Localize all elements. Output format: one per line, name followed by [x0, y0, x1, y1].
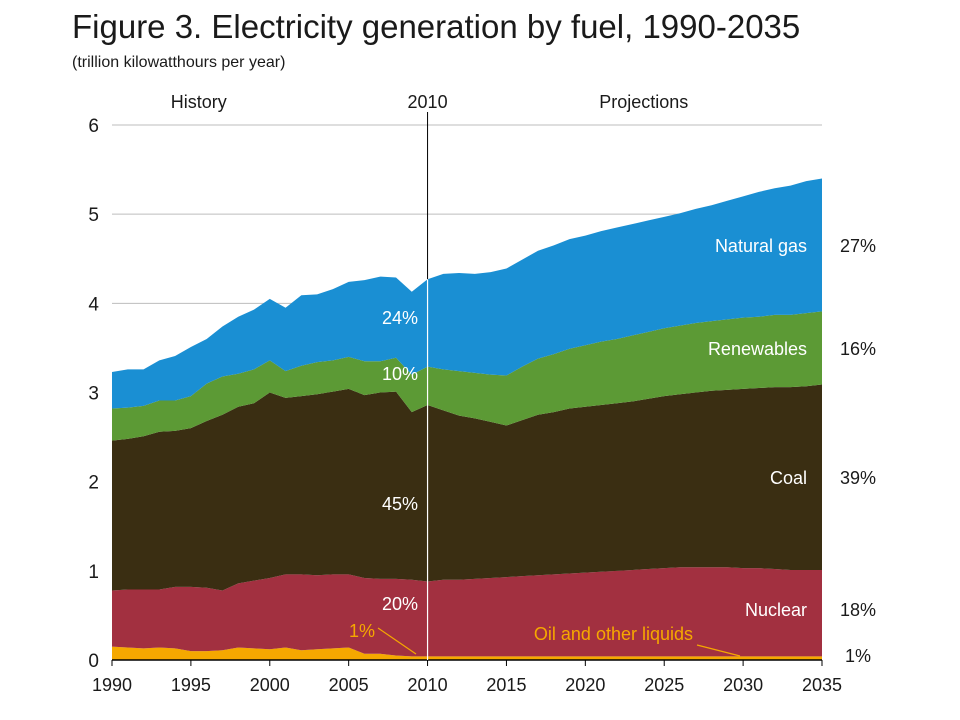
area-oil-and-other-liquids — [112, 646, 822, 660]
area-renewables — [112, 311, 822, 441]
y-tick-label: 0 — [88, 651, 99, 672]
y-tick-label: 3 — [88, 384, 99, 405]
mid-share-label: 20% — [382, 594, 418, 614]
end-share-label: 39% — [840, 468, 876, 488]
oil-leader-line — [696, 644, 741, 657]
series-label: Oil and other liquids — [534, 624, 693, 644]
history-label: History — [171, 92, 227, 112]
series-label: Natural gas — [715, 236, 807, 256]
x-tick-label: 2035 — [802, 675, 842, 695]
series-label: Renewables — [708, 339, 807, 359]
page-title: Figure 3. Electricity generation by fuel… — [72, 8, 801, 45]
mid-share-label: 1% — [349, 621, 375, 641]
area-nuclear — [112, 567, 822, 657]
y-tick-label: 6 — [88, 116, 99, 137]
x-tick-label: 2005 — [329, 675, 369, 695]
area-coal — [112, 384, 822, 591]
y-tick-label: 1 — [88, 562, 99, 583]
x-tick-label: 2015 — [486, 675, 526, 695]
series-label: Nuclear — [745, 600, 807, 620]
x-tick-label: 2000 — [250, 675, 290, 695]
x-tick-label: 2025 — [644, 675, 684, 695]
projections-label: Projections — [599, 92, 688, 112]
area-natural-gas — [112, 178, 822, 409]
end-share-label: 18% — [840, 600, 876, 620]
page-subtitle: (trillion kilowatthours per year) — [72, 54, 286, 71]
end-share-label: 27% — [840, 236, 876, 256]
y-tick-label: 4 — [88, 294, 99, 315]
mid-share-label: 24% — [382, 308, 418, 328]
divider-label: 2010 — [408, 92, 448, 112]
mid-share-label: 10% — [382, 364, 418, 384]
x-tick-label: 1995 — [171, 675, 211, 695]
y-tick-label: 5 — [88, 205, 99, 226]
x-tick-label: 2020 — [565, 675, 605, 695]
x-tick-label: 2010 — [408, 675, 448, 695]
series-label: Coal — [770, 468, 807, 488]
x-tick-label: 1990 — [92, 675, 132, 695]
mid-share-label: 45% — [382, 494, 418, 514]
end-share-label: 1% — [845, 646, 871, 666]
oil-mid-leader-line — [377, 627, 417, 655]
end-share-label: 16% — [840, 339, 876, 359]
x-tick-label: 2030 — [723, 675, 763, 695]
y-tick-label: 2 — [88, 473, 99, 494]
